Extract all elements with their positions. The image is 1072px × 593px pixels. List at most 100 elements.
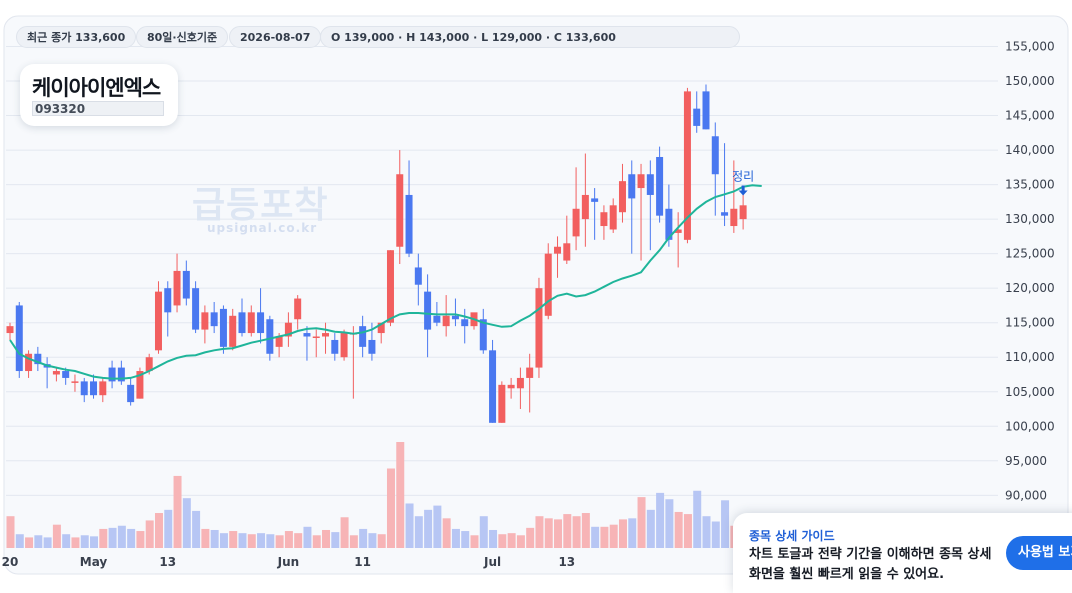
volume-bar — [154, 513, 163, 548]
candle — [581, 153, 589, 247]
candle-body — [229, 315, 237, 347]
annotation-label: 정리 — [732, 170, 754, 184]
candle-body — [711, 136, 719, 175]
candle — [15, 301, 23, 378]
candle — [210, 301, 218, 334]
candle-body — [665, 208, 673, 240]
volume-bar — [127, 528, 136, 548]
x-tick-label: 13 — [159, 555, 176, 569]
volume-bar — [544, 518, 553, 548]
candle-body — [71, 381, 79, 383]
y-axis: 155,000 150,000 145,000 140,000 135,000 130,0… — [1005, 40, 1055, 503]
candle-body — [739, 205, 747, 220]
candle-body — [618, 181, 626, 213]
candle-body — [331, 339, 339, 354]
candle-body — [80, 381, 88, 396]
candle-body — [127, 384, 135, 403]
volume-bar — [294, 533, 303, 548]
volume-bar — [591, 526, 600, 548]
candle — [99, 377, 107, 403]
volume-bar — [182, 498, 191, 548]
volume-bar — [173, 475, 182, 548]
candle — [6, 322, 14, 340]
candle — [656, 146, 664, 223]
volume-bar — [145, 520, 154, 548]
candle-body — [563, 243, 571, 261]
y-tick-label: 115,000 — [1005, 316, 1055, 330]
candle-body — [554, 246, 562, 254]
candle-body — [451, 315, 459, 320]
volume-bar — [164, 509, 173, 548]
watermark-url: upsignal.co.kr — [207, 221, 318, 235]
candle-body — [442, 315, 450, 327]
candle — [711, 122, 719, 216]
y-tick-label: 90,000 — [1005, 488, 1047, 502]
volume-bar — [90, 536, 99, 548]
candlestick-chart[interactable]: 155,000 150,000 145,000 140,000 135,000 130,0… — [0, 0, 1072, 579]
volume-bar — [516, 535, 525, 548]
candle — [674, 212, 682, 268]
volume-bar — [424, 509, 433, 548]
candle-body — [173, 270, 181, 306]
guide-button[interactable]: 사용법 보기 — [1006, 536, 1072, 570]
candle — [516, 367, 524, 410]
volume-bar — [359, 528, 368, 548]
candle — [646, 160, 654, 251]
candle-body — [526, 367, 534, 378]
candle-body — [609, 205, 617, 230]
volume-bar — [461, 531, 470, 548]
candle — [609, 198, 617, 233]
candle — [182, 260, 190, 306]
volume-bar — [117, 525, 126, 548]
annotation-arrow-icon — [738, 185, 748, 196]
volume-bar — [665, 499, 674, 548]
guide-body: 차트 토글과 전략 기간을 이해하면 종목 상세 화면을 훨씬 빠르게 읽을 수… — [749, 547, 992, 582]
candle — [154, 281, 162, 354]
candle — [219, 305, 227, 354]
candle — [739, 191, 747, 230]
volume-bar — [563, 514, 572, 548]
candle-body — [368, 339, 376, 354]
stock-name: 케이아이엔엑스 — [32, 76, 161, 100]
volume-bar — [229, 531, 238, 548]
candle-body — [210, 312, 218, 327]
x-axis: 20 May 13 Jun 11 Jul 13 — [2, 555, 576, 569]
y-tick-label: 100,000 — [1005, 419, 1055, 433]
candle-body — [600, 212, 608, 227]
stock-name-card: 케이아이엔엑스 093320 — [20, 64, 178, 126]
candle-body — [414, 267, 422, 285]
x-tick-label: May — [80, 555, 108, 569]
volume-bar — [637, 497, 646, 548]
volume-bar — [572, 516, 581, 548]
candle-body — [516, 377, 524, 389]
volume-bar — [52, 524, 61, 548]
candle — [238, 298, 246, 337]
candle-body — [637, 174, 645, 189]
volume-bar — [535, 516, 544, 548]
candle — [52, 367, 60, 382]
candle-body — [340, 333, 348, 358]
candle-body — [535, 288, 543, 368]
volume-bar — [99, 528, 108, 548]
candle — [284, 312, 292, 347]
candle-body — [136, 371, 144, 399]
volume-bar — [80, 535, 89, 548]
candle-body — [433, 315, 441, 323]
candle-body — [25, 353, 33, 372]
volume-bar — [656, 492, 665, 548]
candle — [25, 350, 33, 378]
candle — [721, 143, 729, 227]
volume-bar — [368, 533, 377, 548]
candle-body — [544, 253, 552, 316]
candle-body — [656, 156, 664, 216]
volume-bar — [396, 442, 405, 548]
candle — [136, 367, 144, 399]
volume-bar — [609, 524, 618, 548]
volume-bar — [489, 529, 498, 548]
volume-bar — [683, 514, 692, 548]
candle — [229, 308, 237, 351]
candle-body — [99, 381, 107, 396]
y-tick-label: 155,000 — [1005, 40, 1055, 54]
candle-body — [145, 357, 153, 372]
candle — [201, 305, 209, 344]
